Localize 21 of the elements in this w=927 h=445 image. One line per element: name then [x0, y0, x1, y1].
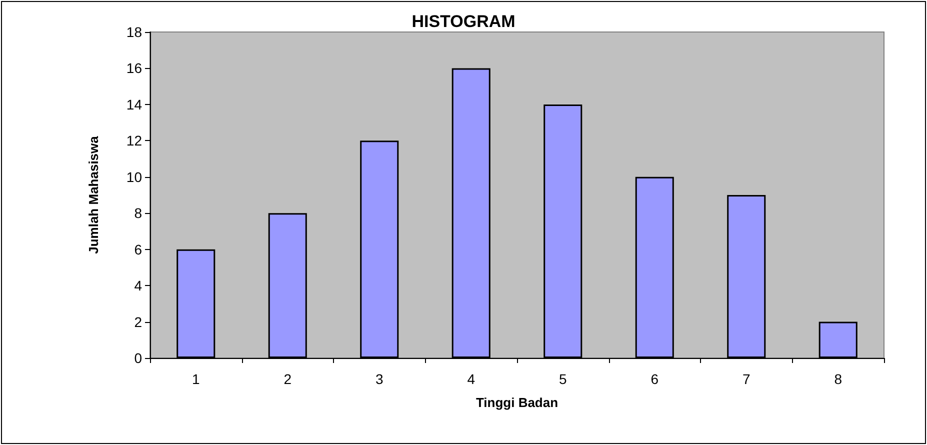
x-tick-label: 2: [284, 371, 292, 387]
x-tick-label: 3: [375, 371, 384, 387]
y-tick-label: 8: [134, 205, 142, 222]
x-tick-label: 7: [742, 371, 750, 387]
y-tick-label: 6: [134, 241, 142, 258]
y-axis-title: Jumlah Mahasiswa: [86, 135, 101, 254]
x-tick-label: 6: [650, 371, 659, 387]
y-tick-label: 18: [126, 24, 142, 40]
y-tick-label: 2: [134, 314, 142, 330]
x-axis-title: Tinggi Badan: [476, 395, 558, 410]
y-tick-label: 16: [126, 60, 142, 76]
y-tick-label: 4: [134, 278, 142, 294]
x-tick-label: 8: [834, 371, 842, 387]
chart-title: HISTOGRAM: [412, 12, 516, 31]
y-tick-label: 10: [126, 168, 142, 185]
y-tick-label: 14: [126, 96, 142, 112]
x-tick-label: 1: [192, 371, 200, 387]
y-tick-label: 12: [126, 132, 142, 149]
x-tick-label: 5: [558, 371, 567, 387]
x-tick-label: 4: [467, 371, 476, 387]
y-tick-label: 0: [134, 350, 142, 366]
